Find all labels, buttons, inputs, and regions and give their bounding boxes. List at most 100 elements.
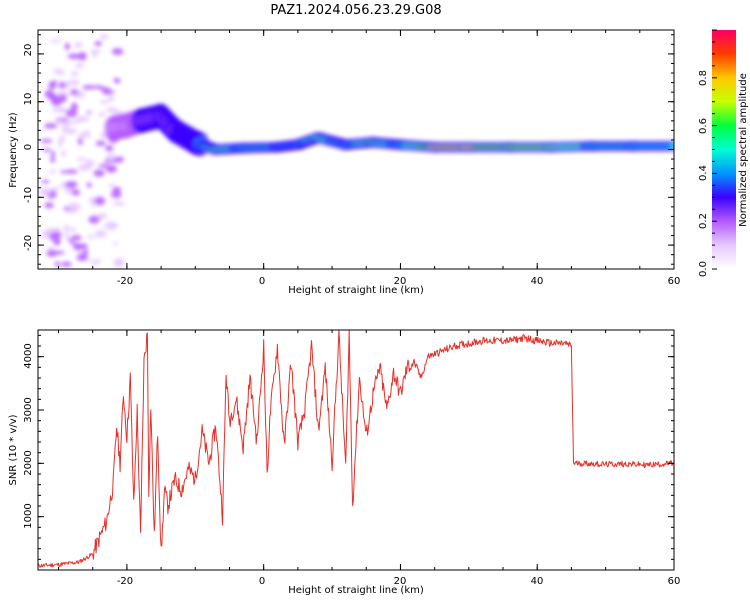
- noise-blob: [105, 164, 117, 173]
- snr-xtick-label: 0: [259, 576, 265, 587]
- spectrogram-ytick-label: 10: [23, 93, 34, 106]
- spectrogram-ytick-label: 20: [23, 44, 34, 57]
- noise-blob: [56, 119, 64, 125]
- noise-blob: [77, 137, 83, 146]
- noise-blob: [88, 215, 100, 224]
- noise-blob: [41, 230, 51, 239]
- noise-blob: [74, 41, 83, 49]
- colorbar-tick-label: 0.8: [698, 70, 709, 86]
- noise-blob: [67, 238, 74, 242]
- noise-blob: [110, 190, 122, 199]
- ridge-core: [669, 144, 674, 148]
- noise-blob: [99, 33, 109, 40]
- noise-blob: [90, 198, 96, 207]
- noise-blob: [48, 81, 57, 90]
- noise-blob: [98, 111, 106, 118]
- colorbar-gradient: [712, 30, 736, 269]
- noise-blob: [70, 241, 77, 245]
- noise-blob: [109, 222, 119, 229]
- noise-blob: [95, 140, 106, 146]
- noise-blob: [53, 239, 61, 246]
- noise-blob: [86, 111, 92, 115]
- snr-xtick-label: 40: [531, 576, 544, 587]
- noise-blob: [63, 233, 70, 239]
- spectrogram-ticks: [38, 30, 675, 269]
- noise-blob: [96, 213, 108, 220]
- noise-blob: [52, 107, 65, 113]
- snr-ytick-label: 1000: [23, 503, 34, 528]
- noise-blob: [82, 249, 89, 256]
- colorbar: 0.0 0.2 0.4 0.6 0.8 Normalized spectral …: [698, 29, 749, 277]
- noise-blob: [72, 119, 81, 124]
- colorbar-label: Normalized spectral amplitude: [738, 73, 749, 227]
- noise-blob: [57, 138, 63, 148]
- noise-blob: [98, 164, 110, 168]
- noise-blob: [53, 227, 61, 234]
- colorbar-ticks: [712, 29, 717, 270]
- noise-blob: [60, 261, 72, 267]
- noise-blob: [44, 202, 54, 209]
- snr-xlabel: Height of straight line (km): [288, 585, 424, 596]
- noise-blob: [71, 189, 81, 196]
- noise-blob: [106, 153, 117, 159]
- noise-blob: [38, 187, 52, 197]
- noise-blob: [112, 186, 122, 193]
- noise-blob: [47, 246, 55, 251]
- spectrogram-heatmap: [38, 33, 674, 268]
- noise-blob: [63, 225, 71, 232]
- spectrogram-ylabel: Frequency (Hz): [8, 112, 19, 188]
- noise-blob: [40, 139, 53, 143]
- spectrogram-xtick-label: 0: [259, 276, 265, 287]
- noise-blob: [41, 179, 50, 184]
- noise-blob: [50, 150, 56, 159]
- noise-blob: [94, 41, 102, 47]
- noise-blob: [86, 182, 92, 188]
- noise-blob: [67, 53, 81, 60]
- noise-blob: [74, 62, 84, 69]
- noise-blob: [108, 183, 115, 187]
- colorbar-tick-label: 0.6: [698, 118, 709, 134]
- noise-blob: [73, 243, 83, 251]
- noise-blob: [67, 202, 81, 212]
- noise-blob: [52, 186, 60, 191]
- noise-blob: [67, 79, 80, 87]
- colorbar-tick-label: 0.2: [698, 213, 709, 229]
- noise-blob: [106, 107, 118, 113]
- noise-blob: [58, 94, 67, 103]
- colorbar-tick-label: 0.0: [698, 261, 709, 277]
- noise-blob: [76, 157, 87, 161]
- noise-blob: [65, 181, 78, 188]
- noise-blob: [78, 51, 87, 61]
- snr-xtick-label: 60: [668, 576, 681, 587]
- noise-blob: [114, 78, 121, 84]
- noise-blob: [112, 201, 125, 206]
- noise-blob: [46, 249, 58, 257]
- snr-panel: -20 0 20 40 60 1000 2000 3000 4000 Heigh…: [8, 329, 681, 596]
- noise-blob: [49, 39, 62, 43]
- noise-blob: [82, 85, 96, 90]
- noise-blob: [89, 49, 102, 53]
- spectrogram-xtick-label: 40: [531, 276, 544, 287]
- noise-blob: [70, 227, 77, 233]
- noise-blob: [64, 127, 78, 135]
- spectrogram-ytick-label: -10: [23, 187, 34, 203]
- snr-frame: [37, 329, 675, 571]
- noise-blob: [60, 150, 67, 157]
- noise-blob: [51, 232, 63, 236]
- snr-xtick-label: 20: [394, 576, 407, 587]
- noise-blob: [113, 258, 124, 268]
- noise-blob: [78, 164, 92, 171]
- noise-blob: [48, 169, 57, 173]
- noise-blob: [71, 235, 82, 241]
- noise-blob: [69, 89, 79, 95]
- noise-blob: [111, 48, 124, 55]
- noise-blob: [53, 68, 65, 75]
- noise-blob: [94, 196, 106, 206]
- spectrogram-ytick-label: -20: [23, 235, 34, 251]
- noise-blob: [107, 95, 116, 102]
- snr-xtick-label: -20: [117, 576, 133, 587]
- noise-blob: [105, 145, 114, 152]
- snr-ytick-label: 4000: [23, 343, 34, 368]
- snr-ylabel: SNR (10 * v/v): [8, 414, 19, 485]
- noise-blob: [43, 123, 58, 129]
